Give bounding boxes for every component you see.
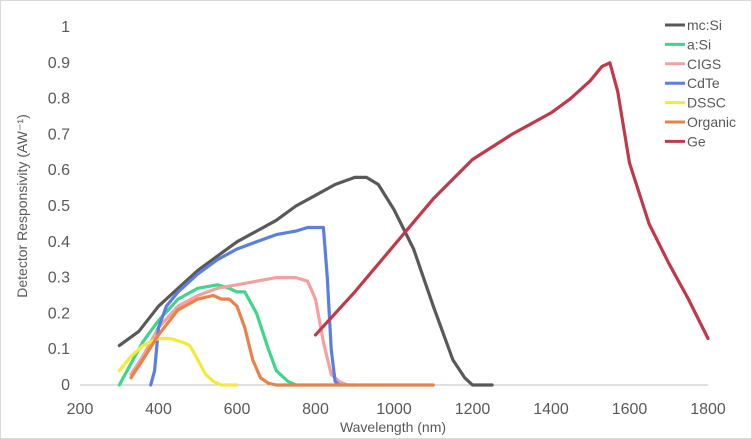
series-line-ge (313, 61, 710, 341)
legend-label-mc-si: mc:Si (687, 17, 722, 33)
axes: 200 400 600 800 1000 1200 1400 1600 1800 0 0.1 0.2 0… (48, 19, 726, 418)
series-line-organic (129, 293, 435, 387)
x-tick-label: 1800 (690, 401, 726, 418)
x-tick-label: 1400 (533, 401, 569, 418)
y-tick-label: 0.7 (48, 126, 70, 143)
series-line-mc-si (117, 175, 494, 387)
legend-label-ge: Ge (687, 133, 706, 149)
y-tick-label: 0.3 (48, 270, 70, 287)
x-tick-label: 400 (145, 401, 172, 418)
series-line-cdte (149, 225, 341, 387)
series-line-dssc (117, 336, 239, 387)
y-tick-label: 0.8 (48, 91, 70, 108)
y-tick-label: 0.2 (48, 305, 70, 322)
x-tick-label: 600 (224, 401, 251, 418)
series-layer (117, 61, 710, 387)
legend-label-a-si: a:Si (687, 36, 711, 52)
x-tick-label: 1600 (612, 401, 648, 418)
y-tick-label: 0.5 (48, 198, 70, 215)
y-axis-title: Detector Responsivity (AW⁻¹) (14, 114, 30, 297)
x-tick-label: 200 (67, 401, 94, 418)
y-tick-label: 0 (61, 377, 70, 394)
x-tick-label: 1200 (455, 401, 491, 418)
x-tick-label: 1000 (376, 401, 412, 418)
legend-label-organic: Organic (687, 114, 736, 130)
y-tick-label: 0.9 (48, 55, 70, 72)
x-tick-label: 800 (302, 401, 329, 418)
y-tick-label: 0.6 (48, 162, 70, 179)
x-axis-title: Wavelength (nm) (340, 419, 446, 435)
series-line-a-si (117, 283, 298, 387)
y-tick-label: 1 (61, 19, 70, 36)
legend-label-dssc: DSSC (687, 95, 726, 111)
legend-label-cdte: CdTe (687, 75, 720, 91)
y-tick-label: 0.1 (48, 341, 70, 358)
y-tick-label: 0.4 (48, 234, 70, 251)
legend: mc:Si a:Si CIGS CdTe DSSC Organic Ge (665, 17, 736, 149)
legend-label-cigs: CIGS (687, 56, 721, 72)
